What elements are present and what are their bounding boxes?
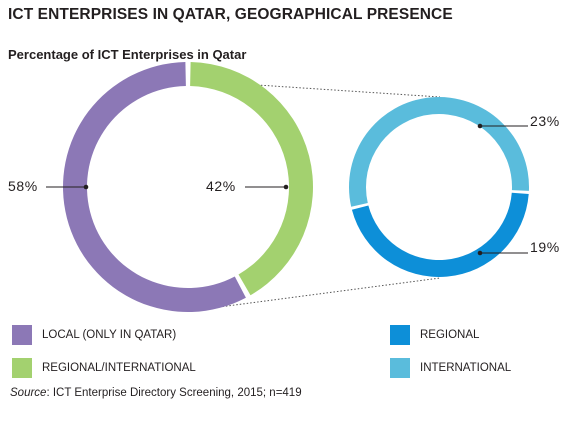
main-donut — [63, 62, 314, 313]
legend-swatch-international — [390, 358, 410, 378]
slice-regional-international — [190, 62, 314, 296]
label-international-dot — [477, 123, 483, 129]
label-local: 58% — [8, 178, 38, 194]
source-text: : ICT Enterprise Directory Screening, 20… — [46, 387, 302, 399]
breakdown-donut — [349, 97, 529, 277]
label-regional-dot — [477, 250, 483, 256]
legend-item-regional: REGIONAL — [390, 325, 479, 345]
data-labels: 58% 42% 23% 19% — [8, 113, 560, 256]
legend-swatch-local — [12, 325, 32, 345]
legend-swatch-regional-international — [12, 358, 32, 378]
slice-international — [349, 97, 529, 207]
legend-label-international: INTERNATIONAL — [420, 362, 512, 374]
legend-label-regional: REGIONAL — [420, 329, 480, 341]
source-note: Source: ICT Enterprise Directory Screeni… — [10, 387, 302, 399]
legend-item-local: LOCAL (ONLY IN QATAR) — [12, 325, 176, 345]
label-local-dot — [83, 184, 89, 190]
legend-swatch-regional — [390, 325, 410, 345]
label-international: 23% — [530, 113, 560, 129]
chart-subtitle: Percentage of ICT Enterprises in Qatar — [8, 47, 247, 62]
source-label: Source — [10, 387, 47, 399]
legend-item-regional-international: REGIONAL/INTERNATIONAL — [12, 358, 196, 378]
legend-label-regional-international: REGIONAL/INTERNATIONAL — [42, 362, 196, 374]
legend-item-international: INTERNATIONAL — [390, 358, 511, 378]
legend-label-local: LOCAL (ONLY IN QATAR) — [42, 329, 177, 341]
chart-title: ICT ENTERPRISES IN QATAR, GEOGRAPHICAL P… — [8, 6, 453, 23]
slice-local-only-in-qatar — [63, 62, 246, 313]
slice-regional — [351, 192, 529, 277]
label-regional-international-dot — [283, 184, 289, 190]
connector-line-top — [211, 81, 441, 98]
label-regional-international: 42% — [206, 178, 236, 194]
label-regional: 19% — [530, 239, 560, 255]
